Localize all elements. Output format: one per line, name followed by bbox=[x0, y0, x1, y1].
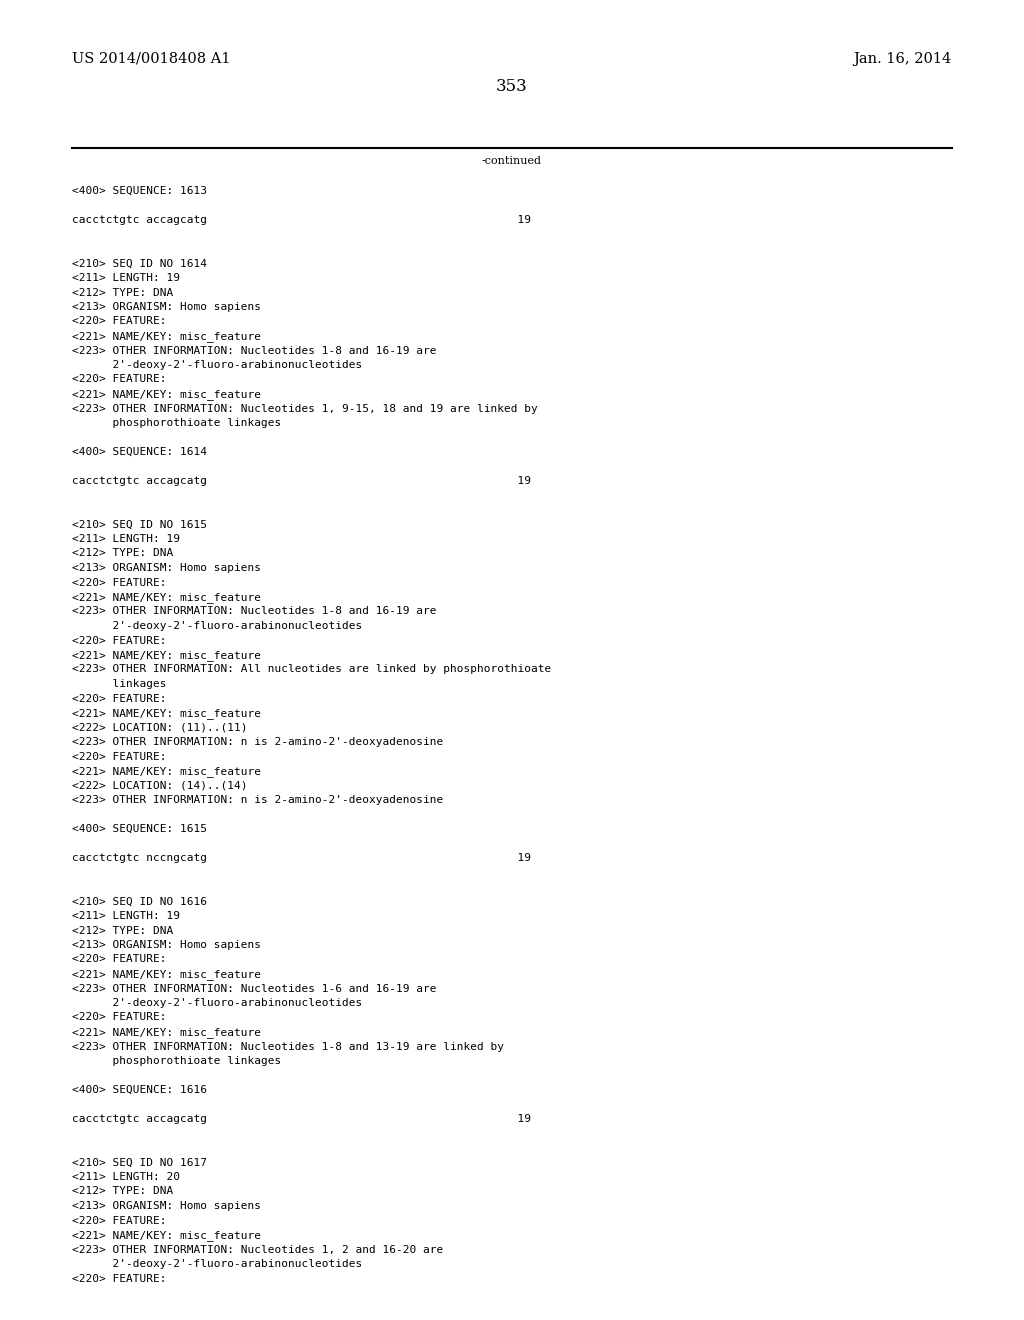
Text: <223> OTHER INFORMATION: Nucleotides 1-8 and 16-19 are: <223> OTHER INFORMATION: Nucleotides 1-8… bbox=[72, 606, 436, 616]
Text: 2'-deoxy-2'-fluoro-arabinonucleotides: 2'-deoxy-2'-fluoro-arabinonucleotides bbox=[72, 1259, 362, 1269]
Text: <223> OTHER INFORMATION: n is 2-amino-2'-deoxyadenosine: <223> OTHER INFORMATION: n is 2-amino-2'… bbox=[72, 795, 443, 805]
Text: <400> SEQUENCE: 1614: <400> SEQUENCE: 1614 bbox=[72, 447, 207, 457]
Text: <223> OTHER INFORMATION: Nucleotides 1, 9-15, 18 and 19 are linked by: <223> OTHER INFORMATION: Nucleotides 1, … bbox=[72, 404, 538, 413]
Text: <223> OTHER INFORMATION: Nucleotides 1-8 and 16-19 are: <223> OTHER INFORMATION: Nucleotides 1-8… bbox=[72, 346, 436, 355]
Text: <222> LOCATION: (11)..(11): <222> LOCATION: (11)..(11) bbox=[72, 722, 248, 733]
Text: <220> FEATURE:: <220> FEATURE: bbox=[72, 317, 167, 326]
Text: phosphorothioate linkages: phosphorothioate linkages bbox=[72, 418, 282, 428]
Text: <400> SEQUENCE: 1616: <400> SEQUENCE: 1616 bbox=[72, 1085, 207, 1096]
Text: cacctctgtc accagcatg                                              19: cacctctgtc accagcatg 19 bbox=[72, 1114, 531, 1125]
Text: cacctctgtc accagcatg                                              19: cacctctgtc accagcatg 19 bbox=[72, 477, 531, 486]
Text: <211> LENGTH: 20: <211> LENGTH: 20 bbox=[72, 1172, 180, 1181]
Text: linkages: linkages bbox=[72, 678, 167, 689]
Text: <212> TYPE: DNA: <212> TYPE: DNA bbox=[72, 1187, 173, 1196]
Text: <400> SEQUENCE: 1613: <400> SEQUENCE: 1613 bbox=[72, 186, 207, 195]
Text: <211> LENGTH: 19: <211> LENGTH: 19 bbox=[72, 535, 180, 544]
Text: <213> ORGANISM: Homo sapiens: <213> ORGANISM: Homo sapiens bbox=[72, 940, 261, 950]
Text: <221> NAME/KEY: misc_feature: <221> NAME/KEY: misc_feature bbox=[72, 649, 261, 661]
Text: <222> LOCATION: (14)..(14): <222> LOCATION: (14)..(14) bbox=[72, 780, 248, 791]
Text: <221> NAME/KEY: misc_feature: <221> NAME/KEY: misc_feature bbox=[72, 708, 261, 719]
Text: <212> TYPE: DNA: <212> TYPE: DNA bbox=[72, 925, 173, 936]
Text: <220> FEATURE:: <220> FEATURE: bbox=[72, 1216, 167, 1225]
Text: <220> FEATURE:: <220> FEATURE: bbox=[72, 375, 167, 384]
Text: <220> FEATURE:: <220> FEATURE: bbox=[72, 578, 167, 587]
Text: <220> FEATURE:: <220> FEATURE: bbox=[72, 635, 167, 645]
Text: <223> OTHER INFORMATION: Nucleotides 1-8 and 13-19 are linked by: <223> OTHER INFORMATION: Nucleotides 1-8… bbox=[72, 1041, 504, 1052]
Text: <221> NAME/KEY: misc_feature: <221> NAME/KEY: misc_feature bbox=[72, 1230, 261, 1241]
Text: <220> FEATURE:: <220> FEATURE: bbox=[72, 693, 167, 704]
Text: 2'-deoxy-2'-fluoro-arabinonucleotides: 2'-deoxy-2'-fluoro-arabinonucleotides bbox=[72, 998, 362, 1008]
Text: <400> SEQUENCE: 1615: <400> SEQUENCE: 1615 bbox=[72, 824, 207, 834]
Text: <221> NAME/KEY: misc_feature: <221> NAME/KEY: misc_feature bbox=[72, 331, 261, 342]
Text: <220> FEATURE:: <220> FEATURE: bbox=[72, 1012, 167, 1023]
Text: <211> LENGTH: 19: <211> LENGTH: 19 bbox=[72, 911, 180, 921]
Text: <213> ORGANISM: Homo sapiens: <213> ORGANISM: Homo sapiens bbox=[72, 1201, 261, 1210]
Text: <223> OTHER INFORMATION: Nucleotides 1-6 and 16-19 are: <223> OTHER INFORMATION: Nucleotides 1-6… bbox=[72, 983, 436, 994]
Text: 2'-deoxy-2'-fluoro-arabinonucleotides: 2'-deoxy-2'-fluoro-arabinonucleotides bbox=[72, 360, 362, 370]
Text: <210> SEQ ID NO 1615: <210> SEQ ID NO 1615 bbox=[72, 520, 207, 529]
Text: -continued: -continued bbox=[482, 156, 542, 166]
Text: <212> TYPE: DNA: <212> TYPE: DNA bbox=[72, 549, 173, 558]
Text: <213> ORGANISM: Homo sapiens: <213> ORGANISM: Homo sapiens bbox=[72, 302, 261, 312]
Text: <221> NAME/KEY: misc_feature: <221> NAME/KEY: misc_feature bbox=[72, 766, 261, 777]
Text: <210> SEQ ID NO 1614: <210> SEQ ID NO 1614 bbox=[72, 259, 207, 268]
Text: <212> TYPE: DNA: <212> TYPE: DNA bbox=[72, 288, 173, 297]
Text: phosphorothioate linkages: phosphorothioate linkages bbox=[72, 1056, 282, 1067]
Text: <210> SEQ ID NO 1616: <210> SEQ ID NO 1616 bbox=[72, 896, 207, 907]
Text: <221> NAME/KEY: misc_feature: <221> NAME/KEY: misc_feature bbox=[72, 969, 261, 979]
Text: <221> NAME/KEY: misc_feature: <221> NAME/KEY: misc_feature bbox=[72, 591, 261, 603]
Text: <221> NAME/KEY: misc_feature: <221> NAME/KEY: misc_feature bbox=[72, 1027, 261, 1038]
Text: <221> NAME/KEY: misc_feature: <221> NAME/KEY: misc_feature bbox=[72, 389, 261, 400]
Text: <223> OTHER INFORMATION: Nucleotides 1, 2 and 16-20 are: <223> OTHER INFORMATION: Nucleotides 1, … bbox=[72, 1245, 443, 1254]
Text: <220> FEATURE:: <220> FEATURE: bbox=[72, 954, 167, 965]
Text: <223> OTHER INFORMATION: n is 2-amino-2'-deoxyadenosine: <223> OTHER INFORMATION: n is 2-amino-2'… bbox=[72, 737, 443, 747]
Text: <223> OTHER INFORMATION: All nucleotides are linked by phosphorothioate: <223> OTHER INFORMATION: All nucleotides… bbox=[72, 664, 551, 675]
Text: US 2014/0018408 A1: US 2014/0018408 A1 bbox=[72, 51, 230, 66]
Text: <210> SEQ ID NO 1617: <210> SEQ ID NO 1617 bbox=[72, 1158, 207, 1167]
Text: <213> ORGANISM: Homo sapiens: <213> ORGANISM: Homo sapiens bbox=[72, 564, 261, 573]
Text: cacctctgtc accagcatg                                              19: cacctctgtc accagcatg 19 bbox=[72, 215, 531, 224]
Text: Jan. 16, 2014: Jan. 16, 2014 bbox=[854, 51, 952, 66]
Text: 353: 353 bbox=[496, 78, 528, 95]
Text: <220> FEATURE:: <220> FEATURE: bbox=[72, 751, 167, 762]
Text: <220> FEATURE:: <220> FEATURE: bbox=[72, 1274, 167, 1283]
Text: cacctctgtc nccngcatg                                              19: cacctctgtc nccngcatg 19 bbox=[72, 853, 531, 863]
Text: 2'-deoxy-2'-fluoro-arabinonucleotides: 2'-deoxy-2'-fluoro-arabinonucleotides bbox=[72, 620, 362, 631]
Text: <211> LENGTH: 19: <211> LENGTH: 19 bbox=[72, 273, 180, 282]
